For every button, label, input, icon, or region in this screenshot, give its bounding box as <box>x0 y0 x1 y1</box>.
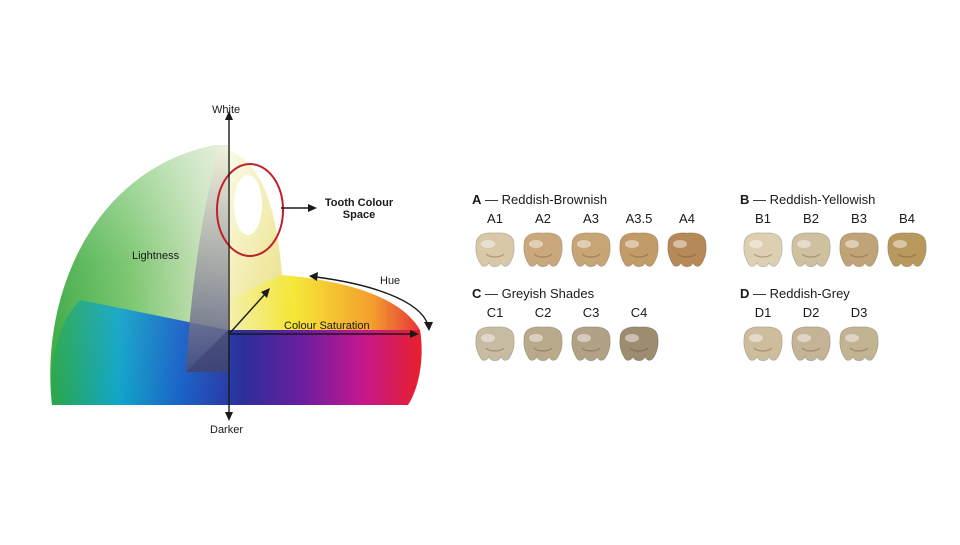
shade-group-title: C — Greyish Shades <box>472 286 594 301</box>
tooth-image <box>791 232 831 268</box>
shade-group-title: A — Reddish-Brownish <box>472 192 607 207</box>
tooth-image <box>475 232 515 268</box>
shade-code: C4 <box>630 305 648 320</box>
tooth-image <box>839 232 879 268</box>
shade-tab: A1 <box>472 212 518 272</box>
shade-code: B1 <box>755 211 771 226</box>
shade-group-name: — Reddish-Brownish <box>481 192 608 207</box>
lightness-axis-arrow-down <box>225 412 233 421</box>
tooth-image <box>743 232 783 268</box>
shade-code: A4 <box>679 211 695 226</box>
saturation-axis-arrow <box>410 330 419 338</box>
tooth-image <box>571 326 611 362</box>
colour-space-svg <box>50 111 433 421</box>
diagonal-axis-arrow <box>261 288 270 298</box>
tooth-image <box>887 232 927 268</box>
shade-group-name: — Reddish-Grey <box>749 286 850 301</box>
colour-space-diagram: White Darker Lightness Hue Colour Satura… <box>0 0 460 540</box>
shade-code: D3 <box>850 305 868 320</box>
tooth-image <box>523 326 563 362</box>
tooth-image <box>791 326 831 362</box>
tooth-space-label: Tooth Colour Space <box>318 197 400 221</box>
shade-tab: B1 <box>740 212 786 272</box>
shade-tab: C3 <box>568 306 614 366</box>
shade-code: C3 <box>582 305 600 320</box>
shade-tab: D1 <box>740 306 786 366</box>
shade-code: B4 <box>899 211 915 226</box>
shade-tab: A3 <box>568 212 614 272</box>
shade-code: B2 <box>803 211 819 226</box>
shade-code: A2 <box>535 211 551 226</box>
tooth-space-label-line2: Space <box>342 209 376 221</box>
shade-code: D1 <box>754 305 772 320</box>
tooth-image <box>743 326 783 362</box>
shade-group-name: — Greyish Shades <box>481 286 595 301</box>
tooth-image <box>619 326 659 362</box>
darker-label: Darker <box>210 424 244 436</box>
white-label: White <box>212 104 241 116</box>
shade-tab: C4 <box>616 306 662 366</box>
tooth-image <box>839 326 879 362</box>
shade-tab: B2 <box>788 212 834 272</box>
inner-wedge-shadow <box>186 330 228 372</box>
shade-tab: C1 <box>472 306 518 366</box>
shade-tab: A4 <box>664 212 710 272</box>
shade-code: B3 <box>851 211 867 226</box>
lightness-axis-arrow-up <box>225 111 233 120</box>
tooth-image <box>619 232 659 268</box>
shade-tab: D3 <box>836 306 882 366</box>
hue-label: Hue <box>380 275 401 287</box>
diagonal-axis <box>228 292 267 335</box>
tooth-image <box>523 232 563 268</box>
shade-group-name: — Reddish-Yellowish <box>749 192 876 207</box>
shade-code: C1 <box>486 305 504 320</box>
shade-tab: A2 <box>520 212 566 272</box>
saturation-label: Colour Saturation <box>284 320 370 332</box>
shade-group-letter: C <box>472 286 482 301</box>
shade-group-title: B — Reddish-Yellowish <box>740 192 875 207</box>
shade-tab: B3 <box>836 212 882 272</box>
lightness-label: Lightness <box>132 250 180 262</box>
shade-code: A3 <box>583 211 599 226</box>
shade-tab: A3.5 <box>616 212 662 272</box>
shade-group-title: D — Reddish-Grey <box>740 286 850 301</box>
tooth-space-ellipse <box>234 175 262 235</box>
tooth-image <box>571 232 611 268</box>
shade-code: A1 <box>487 211 503 226</box>
tooth-image <box>667 232 707 268</box>
shade-group-letter: A <box>472 192 482 207</box>
tooth-space-ring <box>216 163 284 257</box>
hue-arc <box>315 276 429 326</box>
hue-arc-arrow-start <box>309 272 318 281</box>
shade-code: A3.5 <box>625 211 653 226</box>
shade-code: C2 <box>534 305 552 320</box>
hue-arc-arrow-end <box>424 322 433 331</box>
shade-tab: C2 <box>520 306 566 366</box>
tooth-image <box>475 326 515 362</box>
tooth-space-label-line1: Tooth Colour <box>324 197 394 209</box>
colour-solid-left-fade <box>50 145 229 405</box>
shade-tab: B4 <box>884 212 930 272</box>
shade-group-letter: B <box>740 192 750 207</box>
tooth-space-pointer-arrow <box>308 204 317 212</box>
shade-code: D2 <box>802 305 820 320</box>
saturation-surface <box>228 275 420 330</box>
shade-tab: D2 <box>788 306 834 366</box>
shade-group-letter: D <box>740 286 750 301</box>
